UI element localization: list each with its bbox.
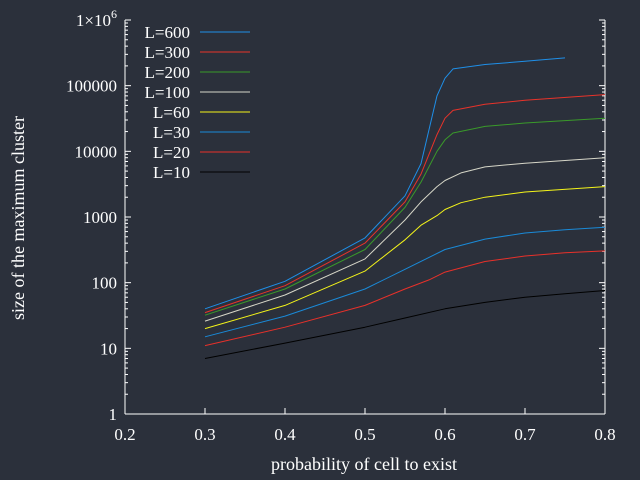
series-line-l-600 [204,57,566,310]
legend-label: L=300 [145,43,190,62]
y-tick-label: 1000 [83,208,117,227]
legend-label: L=100 [145,83,190,102]
x-tick-label: 0.2 [114,425,135,444]
series-line-l-30 [204,226,606,338]
series-line-l-300 [204,94,606,314]
y-tick-label: 1 [109,405,118,424]
legend-label: L=30 [153,123,190,142]
series-line-l-60 [204,186,606,330]
y-tick-label: 100000 [66,77,117,96]
series-line-l-10 [204,290,606,359]
x-tick-label: 0.7 [514,425,536,444]
y-axis-label: size of the maximum cluster [8,116,28,320]
legend-label: L=20 [153,143,190,162]
legend-label: L=200 [145,63,190,82]
y-tick-label: 10000 [75,142,118,161]
axis-ticks [124,19,606,415]
y-tick-label: 10 [100,339,117,358]
x-tick-label: 0.3 [194,425,215,444]
series-line-l-200 [204,117,606,316]
x-tick-label: 0.4 [274,425,296,444]
x-tick-label: 0.5 [354,425,375,444]
y-tick-label: 1×106 [76,7,117,30]
plot-frame [124,20,606,415]
x-tick-label: 0.8 [594,425,615,444]
x-axis-label: probability of cell to exist [271,454,457,474]
series-line-l-20 [204,250,606,347]
series-line-l-100 [204,157,606,322]
legend-label: L=600 [145,23,190,42]
legend-label: L=10 [153,163,190,182]
axis-tick-labels: 0.2 0.3 0.4 0.5 0.6 0.7 0.8 1 10 100 1000 10000 1000… [66,7,616,444]
x-tick-label: 0.6 [434,425,455,444]
series-lines [204,57,606,359]
legend-label: L=60 [153,103,190,122]
y-tick-label: 100 [92,274,118,293]
